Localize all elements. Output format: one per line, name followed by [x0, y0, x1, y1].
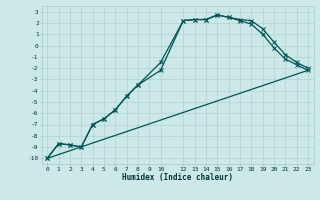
X-axis label: Humidex (Indice chaleur): Humidex (Indice chaleur)	[122, 173, 233, 182]
